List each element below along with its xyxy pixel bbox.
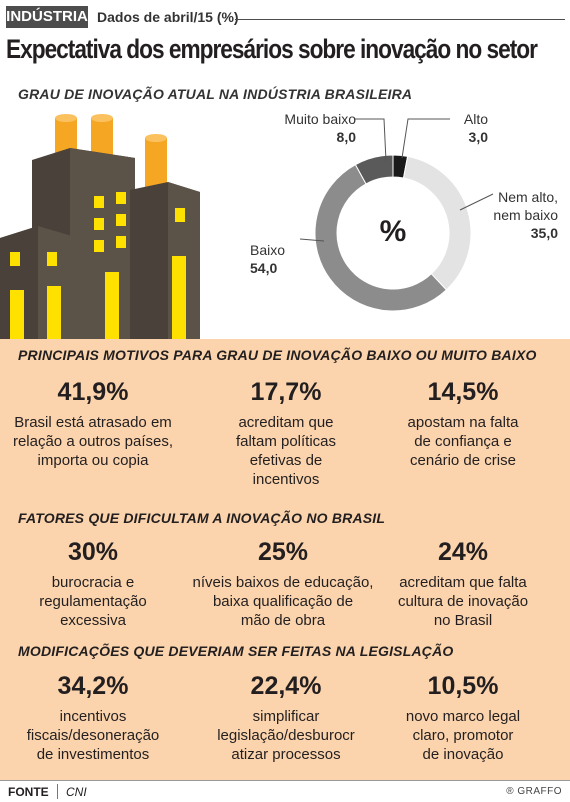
slice-name-line: nem baixo <box>493 207 558 223</box>
desc-line: mão de obra <box>240 612 326 629</box>
stat-block: 17,7% acreditam que faltam políticas efe… <box>193 378 379 489</box>
donut-center-label: % <box>380 215 407 248</box>
leader-line-nem-alto <box>459 193 494 211</box>
donut-slice-nem-alto-nem-baixo <box>402 155 472 291</box>
slice-value: 35,0 <box>530 225 558 241</box>
slice-name: Muito baixo <box>284 111 356 127</box>
chart-area: % <box>0 114 494 339</box>
stat-value: 30% <box>67 538 119 566</box>
donut-chart <box>314 154 472 312</box>
desc-line: novo marco legal <box>405 708 521 725</box>
donut-slice-baixo <box>314 163 448 312</box>
stat-value: 10,5% <box>427 672 499 700</box>
chart-title: GRAU DE INOVAÇÃO ATUAL NA INDÚSTRIA BRAS… <box>18 86 413 102</box>
desc-line: relação a outros países, <box>12 433 174 450</box>
slice-name: Alto <box>463 111 488 127</box>
section-tag: INDÚSTRIA <box>6 6 88 28</box>
desc-line: acreditam que <box>238 414 334 431</box>
stat-value: 14,5% <box>427 378 499 406</box>
desc-line: legislação/desburocr <box>217 727 355 744</box>
stat-description: níveis baixos de educação, baixa qualifi… <box>178 573 388 630</box>
stat-value: 24% <box>437 538 489 566</box>
slice-label-nem-alto: Nem alto, nem baixo 35,0 <box>478 188 558 242</box>
desc-line: acreditam que falta <box>399 574 527 591</box>
desc-line: faltam políticas <box>235 433 337 450</box>
stat-block: 41,9% Brasil está atrasado em relação a … <box>0 378 186 470</box>
stat-block: 34,2% incentivos fiscais/desoneração de … <box>0 672 186 764</box>
stat-block: 25% níveis baixos de educação, baixa qua… <box>178 538 388 630</box>
findings-panel <box>0 339 570 780</box>
desc-line: de investimentos <box>36 746 150 763</box>
slice-name: Baixo <box>250 242 286 258</box>
stat-description: Brasil está atrasado em relação a outros… <box>0 413 186 470</box>
desc-line: apostam na falta <box>407 414 519 431</box>
stat-block: 22,4% simplificar legislação/desburocr a… <box>193 672 379 764</box>
desc-line: Brasil está atrasado em <box>14 414 172 431</box>
stat-description: incentivos fiscais/desoneração de invest… <box>0 707 186 764</box>
stat-value: 22,4% <box>250 672 322 700</box>
desc-line: efetivas de <box>249 452 323 469</box>
desc-line: fiscais/desoneração <box>26 727 160 744</box>
stat-block: 30% burocracia e regulamentação excessiv… <box>0 538 186 630</box>
page-title: Expectativa dos empresários sobre inovaç… <box>6 34 538 64</box>
stat-description: simplificar legislação/desburocr atizar … <box>193 707 379 764</box>
desc-line: baixa qualificação de <box>212 593 354 610</box>
stat-description: acreditam que faltam políticas efetivas … <box>193 413 379 489</box>
stat-description: acreditam que falta cultura de inovação … <box>370 573 556 630</box>
slice-label-muito-baixo: Muito baixo 8,0 <box>281 110 356 146</box>
slice-value: 54,0 <box>250 260 278 276</box>
slice-label-baixo: Baixo 54,0 <box>250 241 295 277</box>
desc-line: cultura de inovação <box>397 593 529 610</box>
desc-line: excessiva <box>60 612 126 629</box>
stat-block: 10,5% novo marco legal claro, promotor d… <box>370 672 556 764</box>
desc-line: níveis baixos de educação, <box>192 574 374 591</box>
desc-line: regulamentação <box>39 593 147 610</box>
stat-block: 14,5% apostam na falta de confiança e ce… <box>370 378 556 470</box>
stat-description: apostam na falta de confiança e cenário … <box>370 413 556 470</box>
stat-description: novo marco legal claro, promotor de inov… <box>370 707 556 764</box>
desc-line: importa ou copia <box>37 452 149 469</box>
desc-line: de inovação <box>422 746 504 763</box>
source-separator <box>57 784 58 799</box>
desc-line: incentivos <box>252 471 320 488</box>
footer-divider <box>0 780 570 781</box>
slice-label-alto: Alto 3,0 <box>448 110 488 146</box>
section-title-modificacoes: MODIFICAÇÕES QUE DEVERIAM SER FEITAS NA … <box>18 643 454 659</box>
stat-value: 41,9% <box>57 378 129 406</box>
desc-line: cenário de crise <box>410 452 516 469</box>
slice-value: 8,0 <box>336 129 356 145</box>
stat-value: 34,2% <box>57 672 129 700</box>
slice-name-line: Nem alto, <box>498 189 558 205</box>
desc-line: claro, promotor <box>412 727 514 744</box>
stat-value: 25% <box>257 538 309 566</box>
desc-line: no Brasil <box>433 612 493 629</box>
donut-slice-muito-baixo <box>354 154 394 185</box>
stat-block: 24% acreditam que falta cultura de inova… <box>370 538 556 630</box>
desc-line: incentivos <box>59 708 127 725</box>
factory-illustration <box>0 114 200 339</box>
desc-line: burocracia e <box>51 574 135 591</box>
date-note: Dados de abril/15 (%) <box>97 9 239 25</box>
header-rule <box>235 19 565 20</box>
source-value: CNI <box>66 785 87 799</box>
leader-line-alto <box>401 118 450 159</box>
desc-line: de confiança e <box>414 433 512 450</box>
stat-value: 17,7% <box>250 378 322 406</box>
desc-line: simplificar <box>252 708 320 725</box>
section-title-motivos: PRINCIPAIS MOTIVOS PARA GRAU DE INOVAÇÃO… <box>18 347 537 363</box>
leader-line-muito-baixo <box>354 118 387 162</box>
source-label: FONTE <box>8 785 49 799</box>
slice-value: 3,0 <box>468 129 488 145</box>
desc-line: atizar processos <box>231 746 341 763</box>
section-title-fatores: FATORES QUE DIFICULTAM A INOVAÇÃO NO BRA… <box>18 510 386 526</box>
stat-description: burocracia e regulamentação excessiva <box>0 573 186 630</box>
credit-logo: ® GRAFFO <box>506 786 562 797</box>
leader-line-baixo <box>299 238 325 242</box>
